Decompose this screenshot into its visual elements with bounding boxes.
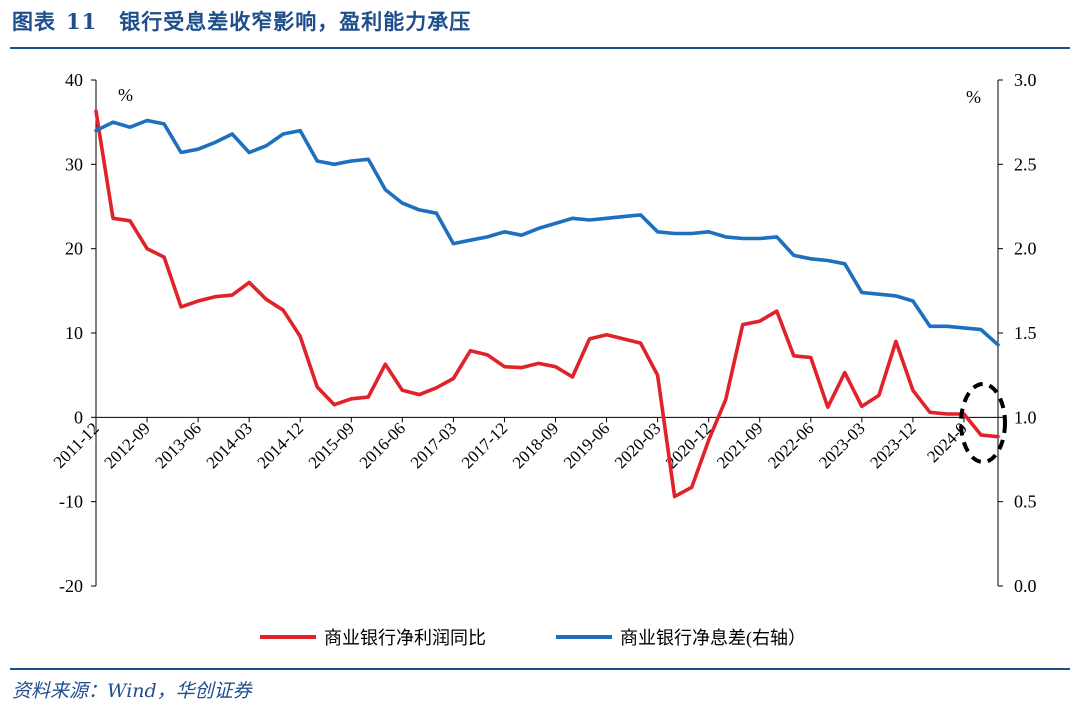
net-profit-yoy-line xyxy=(94,109,1000,499)
x-tick-label: 2014-12 xyxy=(254,419,308,473)
x-tick-label: 2022-06 xyxy=(764,419,818,473)
right-unit-label: % xyxy=(966,87,981,107)
header-rule xyxy=(10,47,1070,49)
right-tick-label: 1.0 xyxy=(1014,407,1037,427)
legend-label: 商业银行净利润同比 xyxy=(324,628,486,648)
right-tick-label: 0.0 xyxy=(1014,576,1037,596)
figure-title: 银行受息差收窄影响，盈利能力承压 xyxy=(119,10,472,34)
right-tick-label: 0.5 xyxy=(1014,492,1037,512)
right-tick-label: 3.0 xyxy=(1014,70,1037,90)
x-tick-label: 2017-12 xyxy=(458,419,512,473)
left-tick-label: 30 xyxy=(65,154,83,174)
highlight-ellipse xyxy=(959,382,1007,464)
left-tick-label: 20 xyxy=(65,239,83,259)
source-note: 资料来源：Wind，华创证券 xyxy=(12,680,252,702)
x-tick-label: 2023-03 xyxy=(815,419,869,473)
x-tick-label: 2016-06 xyxy=(356,419,410,473)
right-tick-label: 2.5 xyxy=(1014,154,1037,174)
left-tick-label: 40 xyxy=(65,70,83,90)
left-unit-label: % xyxy=(118,85,133,105)
net-interest-margin-line xyxy=(94,118,1000,347)
x-tick-label: 2019-06 xyxy=(560,419,614,473)
left-tick-label: 0 xyxy=(74,407,83,427)
figure-label: 图表 xyxy=(12,10,56,34)
figure-header: 图表 11 银行受息差收窄影响，盈利能力承压 xyxy=(12,4,471,40)
x-tick-label: 2021-09 xyxy=(713,419,767,473)
figure-number: 11 xyxy=(66,9,98,34)
footer-rule xyxy=(10,668,1070,670)
left-tick-label: -10 xyxy=(59,492,83,512)
right-tick-label: 1.5 xyxy=(1014,323,1037,343)
right-tick-label: 2.0 xyxy=(1014,239,1037,259)
x-tick-label: 2023-12 xyxy=(866,419,920,473)
x-tick-label: 2015-09 xyxy=(305,419,359,473)
x-tick-label: 2018-09 xyxy=(509,419,563,473)
left-tick-label: -20 xyxy=(59,576,83,596)
x-tick-label: 2012-09 xyxy=(100,419,154,473)
x-tick-label: 2020-03 xyxy=(611,419,665,473)
left-tick-label: 10 xyxy=(65,323,83,343)
x-tick-label: 2017-03 xyxy=(407,419,461,473)
x-tick-label: 2013-06 xyxy=(151,419,205,473)
x-tick-label: 2014-03 xyxy=(202,419,256,473)
legend-label: 商业银行净息差(右轴） xyxy=(620,628,806,649)
